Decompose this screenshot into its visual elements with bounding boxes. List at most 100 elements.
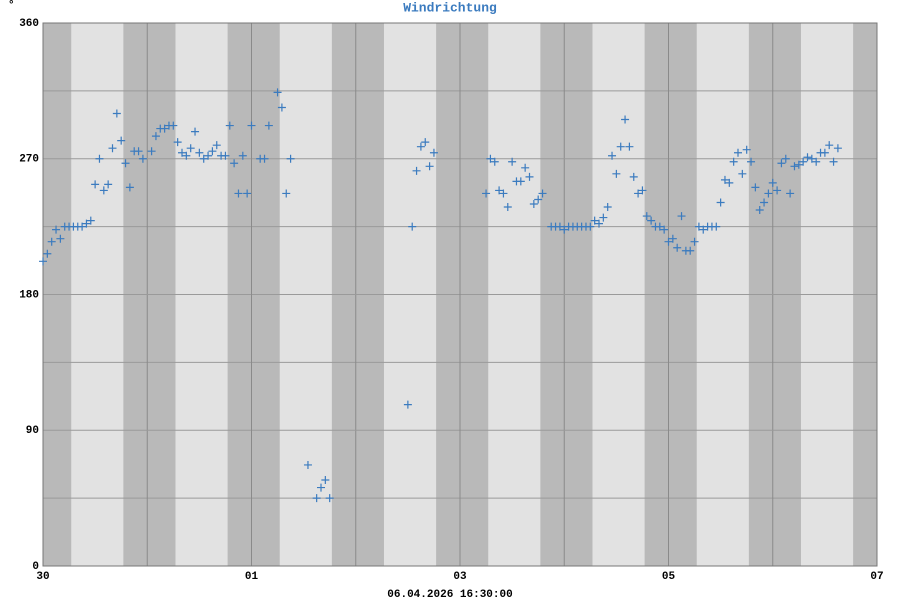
point bbox=[729, 157, 738, 166]
point bbox=[264, 121, 273, 130]
point bbox=[694, 222, 703, 231]
point bbox=[629, 172, 638, 181]
point bbox=[225, 121, 234, 130]
point bbox=[212, 141, 221, 150]
point bbox=[277, 103, 286, 112]
point bbox=[677, 212, 686, 221]
point bbox=[790, 162, 799, 171]
point bbox=[621, 115, 630, 124]
point bbox=[725, 178, 734, 187]
y-tick-label: 360 bbox=[19, 18, 39, 30]
point bbox=[416, 142, 425, 151]
point bbox=[317, 483, 325, 492]
point bbox=[421, 138, 430, 147]
point bbox=[99, 186, 108, 195]
point bbox=[638, 186, 647, 195]
point bbox=[825, 141, 834, 150]
point bbox=[125, 183, 134, 192]
point bbox=[321, 476, 330, 485]
point bbox=[525, 172, 534, 181]
point bbox=[43, 249, 52, 258]
point bbox=[534, 195, 543, 204]
point bbox=[586, 222, 595, 231]
point bbox=[777, 159, 786, 168]
point bbox=[612, 169, 621, 178]
point bbox=[833, 144, 842, 153]
point bbox=[647, 216, 656, 225]
point bbox=[486, 154, 495, 163]
point bbox=[160, 124, 169, 133]
point bbox=[243, 189, 252, 198]
point bbox=[178, 148, 186, 157]
point bbox=[820, 148, 829, 157]
point bbox=[412, 166, 421, 175]
point bbox=[230, 159, 239, 168]
point bbox=[664, 237, 673, 246]
point bbox=[191, 127, 200, 136]
point bbox=[538, 189, 547, 198]
point bbox=[560, 225, 569, 234]
x-tick-label: 05 bbox=[662, 571, 676, 583]
point bbox=[599, 213, 608, 222]
point bbox=[151, 132, 160, 141]
point bbox=[121, 159, 130, 168]
point bbox=[521, 163, 530, 172]
point bbox=[786, 189, 795, 198]
y-tick-label: 270 bbox=[19, 154, 39, 166]
point bbox=[495, 186, 504, 195]
point bbox=[642, 212, 651, 221]
point bbox=[52, 225, 61, 234]
point bbox=[108, 144, 117, 153]
point bbox=[425, 162, 434, 171]
point bbox=[39, 257, 47, 266]
x-tick-label: 07 bbox=[870, 571, 883, 583]
point bbox=[625, 142, 634, 151]
y-unit: ° bbox=[8, 0, 15, 12]
point bbox=[773, 186, 782, 195]
point bbox=[56, 234, 65, 243]
point bbox=[104, 180, 113, 189]
point bbox=[794, 160, 803, 169]
point bbox=[603, 203, 612, 212]
point bbox=[716, 198, 725, 207]
point bbox=[803, 153, 812, 162]
point bbox=[47, 237, 56, 246]
point bbox=[312, 494, 321, 503]
point bbox=[755, 206, 764, 215]
point bbox=[508, 157, 517, 166]
point bbox=[482, 189, 491, 198]
point bbox=[699, 225, 708, 234]
point bbox=[282, 189, 291, 198]
point bbox=[273, 88, 282, 97]
point bbox=[764, 189, 773, 198]
point bbox=[182, 151, 191, 160]
point bbox=[668, 234, 677, 243]
point bbox=[734, 148, 742, 157]
point bbox=[799, 157, 808, 166]
point bbox=[408, 222, 417, 231]
point bbox=[117, 136, 126, 145]
point bbox=[747, 157, 756, 166]
point bbox=[78, 222, 87, 231]
point bbox=[247, 121, 256, 130]
point bbox=[112, 109, 121, 118]
point bbox=[760, 198, 769, 207]
y-tick-label: 180 bbox=[19, 289, 39, 301]
point bbox=[429, 148, 438, 157]
point bbox=[738, 169, 747, 178]
point bbox=[234, 189, 243, 198]
point bbox=[499, 189, 508, 198]
point bbox=[173, 138, 182, 147]
point bbox=[186, 144, 195, 153]
footer: 06.04.2026 16:30:00 bbox=[387, 589, 512, 600]
point bbox=[147, 147, 156, 156]
x-tick-label: 01 bbox=[245, 571, 259, 583]
y-tick-label: 90 bbox=[26, 425, 39, 437]
point bbox=[82, 219, 91, 228]
point bbox=[134, 147, 143, 156]
point bbox=[829, 157, 838, 166]
point bbox=[238, 151, 247, 160]
point bbox=[590, 216, 599, 225]
point bbox=[555, 222, 564, 231]
